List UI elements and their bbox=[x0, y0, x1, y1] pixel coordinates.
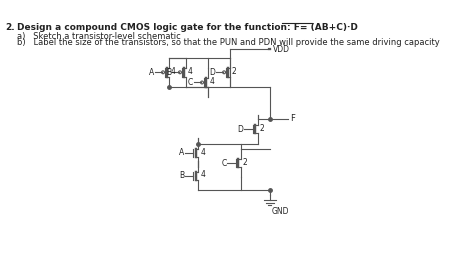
Text: a)   Sketch a transistor-level schematic: a) Sketch a transistor-level schematic bbox=[17, 32, 181, 41]
Text: 2: 2 bbox=[243, 158, 247, 167]
Text: D: D bbox=[210, 68, 215, 77]
Text: 2.: 2. bbox=[5, 23, 15, 32]
Text: A: A bbox=[149, 68, 155, 77]
Text: 2: 2 bbox=[260, 124, 264, 133]
Text: F: F bbox=[290, 114, 295, 124]
Text: 4: 4 bbox=[200, 170, 205, 179]
Text: 4: 4 bbox=[171, 67, 175, 76]
Text: A: A bbox=[179, 149, 184, 157]
Text: D: D bbox=[237, 125, 244, 134]
Text: 4: 4 bbox=[210, 77, 214, 86]
Text: 2: 2 bbox=[231, 67, 237, 76]
Text: VDD: VDD bbox=[273, 45, 290, 54]
Text: 4: 4 bbox=[200, 147, 205, 157]
Text: B: B bbox=[166, 68, 171, 77]
Text: Design a compound CMOS logic gate for the function: F= (AB+C)·D: Design a compound CMOS logic gate for th… bbox=[17, 23, 358, 32]
Text: b)   Label the size of the transistors, so that the PUN and PDN will provide the: b) Label the size of the transistors, so… bbox=[17, 38, 440, 47]
Text: 4: 4 bbox=[187, 67, 192, 76]
Text: GND: GND bbox=[272, 207, 289, 216]
Text: B: B bbox=[179, 171, 184, 180]
Text: C: C bbox=[188, 78, 193, 87]
Text: C: C bbox=[221, 159, 227, 167]
